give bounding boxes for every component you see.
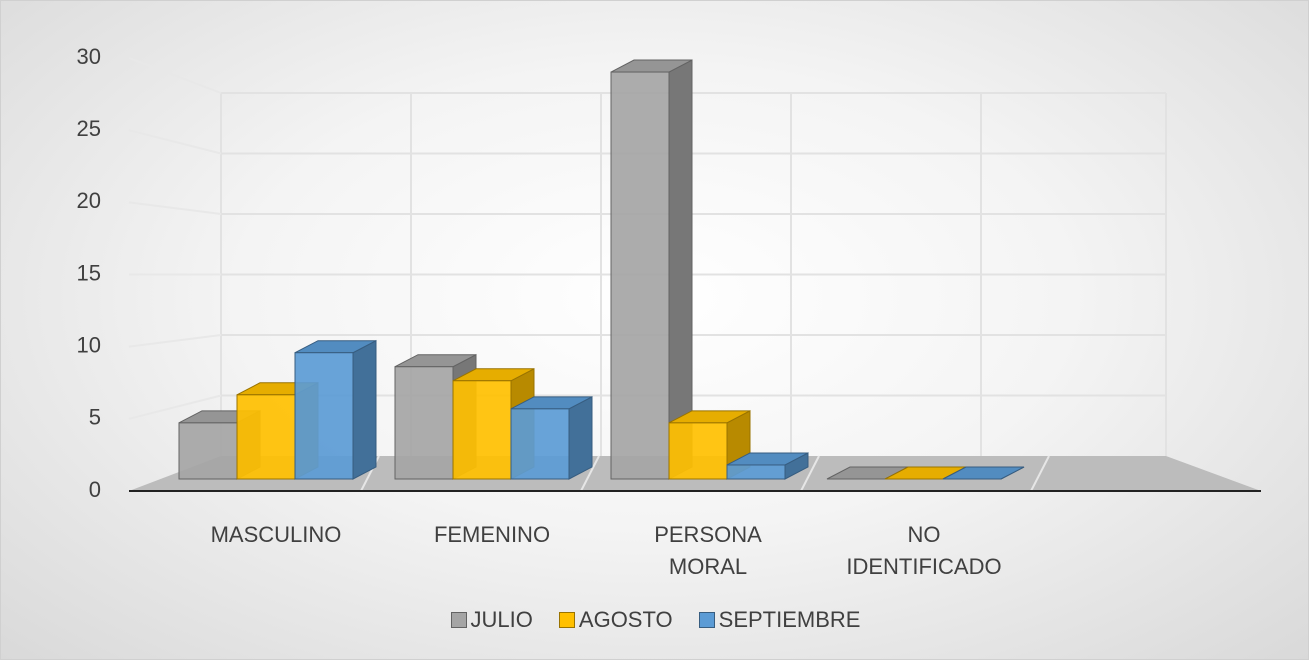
bar (236, 394, 296, 480)
legend-item: SEPTIEMBRE (698, 607, 861, 633)
bar (668, 422, 728, 480)
y-tick-label: 25 (77, 116, 101, 141)
bar (394, 366, 454, 480)
legend-item: AGOSTO (558, 607, 673, 633)
legend-swatch (698, 612, 715, 628)
grid-side (128, 394, 222, 420)
bar-side (568, 396, 593, 480)
bar (452, 380, 512, 480)
bar (510, 408, 570, 480)
bar (610, 71, 670, 480)
x-tick-label: PERSONA MORAL (654, 522, 762, 579)
legend-label: AGOSTO (578, 607, 673, 632)
bar (294, 352, 354, 480)
y-tick-label: 10 (77, 332, 101, 357)
y-tick-label: 15 (77, 260, 101, 285)
grid-side (128, 334, 222, 348)
legend-swatch (558, 612, 575, 628)
x-tick-label: FEMENINO (433, 522, 551, 547)
grid-side (128, 129, 222, 155)
x-tick-label: NO IDENTIFICADO (846, 522, 1002, 579)
grid-side (128, 201, 222, 215)
floor-divider (1030, 455, 1050, 492)
legend-item: JULIO (450, 607, 533, 633)
floor-divider (800, 455, 820, 492)
y-tick-label: 0 (89, 477, 101, 502)
bar (726, 464, 786, 480)
legend-label: JULIO (470, 607, 533, 632)
y-tick-label: 30 (77, 44, 101, 69)
legend-swatch (450, 612, 467, 628)
grid-side (128, 57, 222, 94)
bar-side (352, 339, 377, 480)
y-tick-label: 5 (89, 405, 101, 430)
bar (178, 422, 238, 480)
legend: JULIO AGOSTO SEPTIEMBRE (1, 607, 1308, 633)
legend-label: SEPTIEMBRE (718, 607, 861, 632)
floor-divider (580, 455, 600, 492)
x-tick-label: MASCULINO (210, 522, 342, 547)
y-tick-label: 20 (77, 188, 101, 213)
bar-top (942, 466, 1025, 480)
